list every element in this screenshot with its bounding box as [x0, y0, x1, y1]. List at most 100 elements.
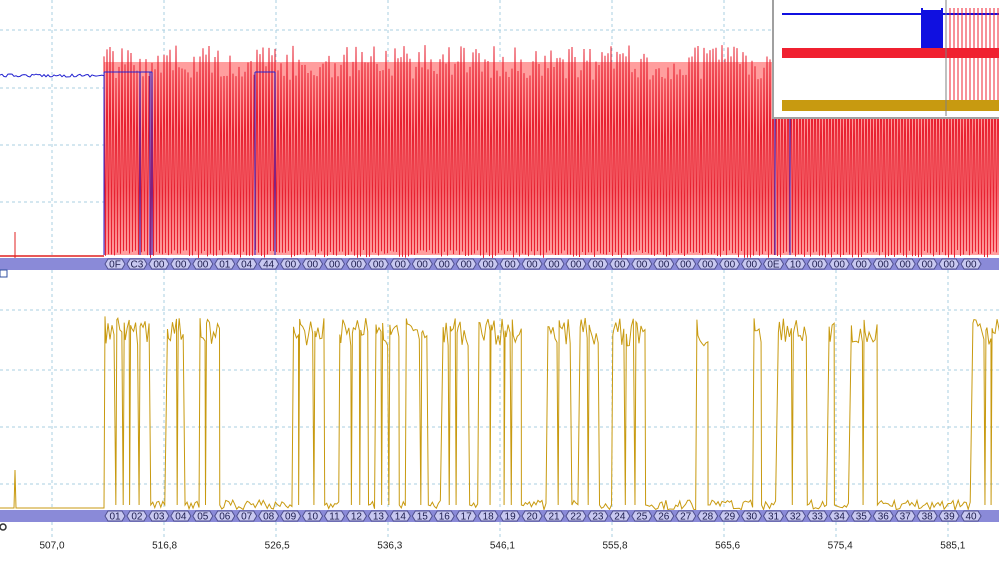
yellow-trace	[0, 316, 999, 512]
decode-byte: 14	[395, 512, 407, 523]
decode-cell	[675, 510, 697, 522]
decode-cell	[389, 258, 411, 270]
decode-byte: 35	[856, 512, 868, 523]
decode-cell	[872, 510, 894, 522]
decode-cell	[280, 258, 302, 270]
decode-cell	[126, 258, 148, 270]
decode-cell	[499, 258, 521, 270]
decode-cell	[543, 510, 565, 522]
decode-cell	[740, 258, 763, 270]
decode-cell	[455, 258, 477, 270]
decode-byte: 07	[241, 512, 253, 523]
decode-cell	[345, 510, 368, 522]
decode-byte: 10	[307, 512, 319, 523]
decode-byte: 04	[241, 260, 253, 271]
decode-byte: 03	[153, 512, 165, 523]
decode-byte: 00	[724, 260, 736, 271]
decode-byte: 18	[483, 512, 495, 523]
decode-byte: 13	[373, 512, 385, 523]
time-axis: 507,0 516,8 526,5 536,3 546,1 555,8 565,6 575,4…	[39, 541, 965, 552]
decode-cell	[894, 258, 916, 270]
decode-cell	[960, 510, 982, 522]
decode-byte: 00	[636, 260, 648, 271]
decode-cell	[675, 258, 697, 270]
decode-byte: 00	[197, 260, 209, 271]
decode-byte: 00	[505, 260, 517, 271]
decode-cell	[697, 510, 719, 522]
decode-byte: 40	[965, 512, 977, 523]
decode-cell	[214, 510, 236, 522]
red-trace	[103, 45, 999, 258]
decode-byte: 00	[570, 260, 582, 271]
decode-cell	[697, 258, 719, 270]
decode-byte: 00	[878, 260, 890, 271]
decode-byte: 33	[812, 512, 824, 523]
decode-byte: 00	[175, 260, 187, 271]
blue-trace	[0, 73, 105, 78]
decode-cell	[631, 510, 653, 522]
decode-byte: 34	[834, 512, 846, 523]
decode-byte: 00	[658, 260, 670, 271]
inset-frame	[772, 0, 999, 119]
decode-byte: 00	[285, 260, 297, 271]
decode-cell	[850, 510, 872, 522]
decode-cell	[411, 510, 433, 522]
decode-byte: 00	[461, 260, 473, 271]
decode-byte: 08	[263, 512, 275, 523]
decode-byte: 24	[614, 512, 626, 523]
blue-burst	[139, 71, 153, 255]
inset-blue-block	[922, 10, 942, 52]
decode-byte: 00	[373, 260, 385, 271]
decode-cell	[784, 258, 807, 270]
decode-cell	[740, 510, 763, 522]
decode-byte: 09	[285, 512, 297, 523]
decode-byte: 23	[592, 512, 604, 523]
decode-cell	[631, 258, 653, 270]
decode-cell	[170, 510, 192, 522]
decode-byte: 28	[702, 512, 714, 523]
decode-cell	[411, 258, 433, 270]
decode-byte: 0E	[767, 260, 780, 271]
decode-byte: 06	[219, 512, 231, 523]
decode-byte: 00	[526, 260, 538, 271]
decode-cell	[499, 510, 521, 522]
decode-cell	[433, 510, 455, 522]
decode-byte: 00	[944, 260, 956, 271]
decode-cell	[587, 510, 609, 522]
decode-cell	[323, 258, 346, 270]
decode-byte: 00	[834, 260, 846, 271]
decode-cell	[192, 510, 214, 522]
decode-cell	[762, 258, 785, 270]
time-label: 555,8	[602, 541, 627, 552]
decode-cell	[192, 258, 214, 270]
decode-cell	[565, 510, 587, 522]
decode-cell	[236, 258, 258, 270]
decode-byte: 05	[197, 512, 209, 523]
decode-byte: 27	[680, 512, 692, 523]
decode-byte: 29	[724, 512, 736, 523]
decode-cell	[345, 258, 368, 270]
decode-cell	[938, 510, 960, 522]
decode-cell	[653, 510, 675, 522]
decode-byte: 19	[505, 512, 517, 523]
decode-byte: C3	[131, 260, 144, 271]
decode-byte: 00	[329, 260, 341, 271]
time-label: 526,5	[265, 541, 290, 552]
decode-byte: 00	[439, 260, 451, 271]
decode-byte: 17	[461, 512, 473, 523]
decode-cell	[806, 258, 828, 270]
decode-byte: 12	[351, 512, 363, 523]
decode-byte: 22	[570, 512, 582, 523]
decode-cell	[762, 510, 785, 522]
decode-byte: 00	[702, 260, 714, 271]
decode-byte: 00	[395, 260, 407, 271]
time-label: 565,6	[715, 541, 740, 552]
decode-byte: 00	[965, 260, 977, 271]
decode-cell	[916, 510, 938, 522]
decode-cell	[565, 258, 587, 270]
decode-byte: 44	[263, 260, 275, 271]
time-label: 585,1	[940, 541, 965, 552]
decode-cell	[433, 258, 455, 270]
decode-byte: 02	[131, 512, 143, 523]
decode-cell	[477, 510, 499, 522]
